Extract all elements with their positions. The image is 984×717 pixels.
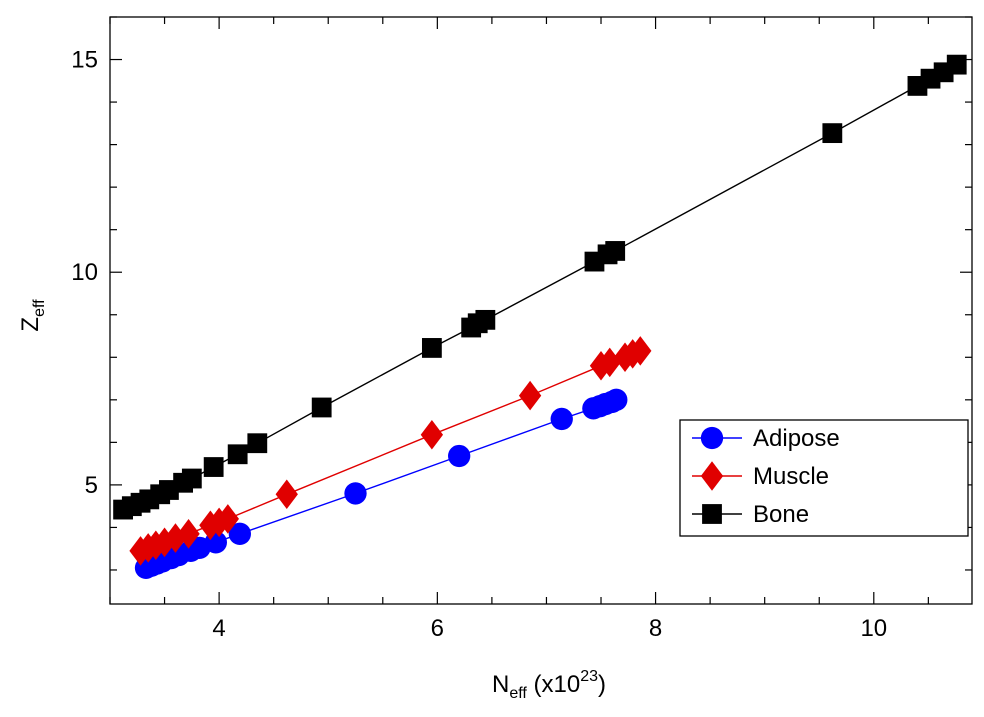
x-tick-label: 10 [860, 615, 887, 642]
data-point-bone [475, 309, 496, 330]
x-tick-label: 8 [649, 615, 662, 642]
data-point-muscle [216, 504, 240, 534]
data-point-adipose [344, 482, 367, 505]
legend-entry-bone: Bone [692, 501, 809, 528]
y-axis-title-base: Z [17, 317, 44, 332]
x-axis-title-end: ) [598, 671, 606, 698]
y-axis-title-sub: eff [31, 299, 48, 317]
legend-label-adipose: Adipose [753, 425, 840, 452]
series-bone [113, 54, 967, 520]
data-point-muscle [518, 380, 542, 411]
data-point-bone [247, 433, 268, 454]
data-point-bone [227, 444, 248, 465]
data-point-muscle [598, 347, 621, 378]
x-axis-title-sub: eff [509, 685, 527, 702]
data-point-muscle [275, 479, 298, 510]
x-tick-label: 4 [212, 615, 225, 642]
data-point-bone [822, 123, 843, 144]
data-point-bone [605, 241, 626, 261]
legend-entry-muscle: Muscle [692, 461, 829, 491]
data-point-muscle [177, 519, 200, 549]
data-point-muscle [629, 336, 652, 366]
y-tick-label: 5 [85, 472, 98, 499]
series-adipose [134, 388, 628, 580]
legend-marker-muscle [700, 461, 724, 491]
data-point-adipose [550, 407, 573, 431]
x-axis-title-sup: 23 [580, 668, 598, 685]
data-point-muscle [420, 419, 444, 450]
data-point-bone [421, 338, 442, 358]
x-axis-title-base: N [492, 671, 509, 698]
x-tick-label: 6 [431, 615, 444, 642]
x-axis-title: Neff (x1023) [492, 668, 606, 702]
legend-entry-adipose: Adipose [692, 425, 840, 452]
x-axis-title-mid: (x10 [527, 671, 580, 698]
legend-label-bone: Bone [753, 501, 809, 528]
y-tick-label: 10 [71, 259, 98, 286]
data-point-bone [203, 457, 224, 477]
y-tick-label: 15 [71, 47, 98, 74]
data-point-bone [311, 397, 332, 418]
legend-label-muscle: Muscle [753, 463, 829, 490]
y-axis-title: Zeff [17, 299, 48, 332]
data-point-bone [946, 54, 967, 75]
legend-box [679, 419, 969, 537]
legend-marker-bone [702, 504, 722, 524]
data-point-adipose [605, 388, 628, 411]
series-muscle [129, 336, 652, 566]
data-point-adipose [228, 522, 252, 545]
plot-frame [109, 16, 973, 605]
legend-marker-adipose [700, 426, 724, 450]
data-point-adipose [448, 444, 471, 468]
data-point-bone [181, 468, 202, 489]
